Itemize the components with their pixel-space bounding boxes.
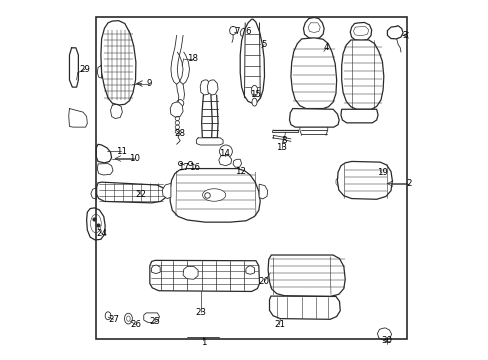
Text: 29: 29	[79, 65, 90, 74]
Polygon shape	[207, 80, 218, 95]
Polygon shape	[341, 40, 383, 109]
Polygon shape	[162, 184, 171, 199]
Ellipse shape	[202, 189, 225, 201]
Text: 19: 19	[376, 168, 386, 177]
Polygon shape	[183, 266, 198, 279]
Text: 14: 14	[219, 149, 230, 158]
Text: 20: 20	[258, 277, 269, 286]
Text: 23: 23	[195, 308, 206, 317]
Text: 26: 26	[130, 320, 141, 329]
Polygon shape	[97, 182, 165, 203]
Polygon shape	[303, 18, 324, 39]
Ellipse shape	[90, 214, 101, 233]
Polygon shape	[218, 156, 231, 166]
Ellipse shape	[124, 313, 132, 324]
Polygon shape	[377, 328, 391, 340]
Text: 17: 17	[178, 163, 189, 172]
Polygon shape	[289, 109, 339, 127]
Polygon shape	[349, 22, 371, 41]
Polygon shape	[170, 168, 260, 222]
Polygon shape	[97, 163, 113, 175]
Ellipse shape	[251, 85, 257, 96]
Polygon shape	[91, 187, 97, 199]
Polygon shape	[340, 109, 377, 123]
Text: 9: 9	[146, 79, 151, 88]
Polygon shape	[86, 208, 105, 240]
Text: 21: 21	[273, 320, 285, 329]
Text: 25: 25	[149, 316, 161, 325]
Ellipse shape	[105, 312, 111, 320]
Ellipse shape	[126, 316, 130, 321]
Text: 4: 4	[323, 43, 329, 52]
Text: 7: 7	[233, 27, 239, 36]
Polygon shape	[149, 260, 259, 292]
Polygon shape	[267, 255, 345, 296]
Text: 1: 1	[200, 338, 206, 347]
Polygon shape	[143, 313, 159, 323]
Polygon shape	[101, 21, 136, 105]
Polygon shape	[240, 19, 264, 103]
Text: 13: 13	[276, 143, 287, 152]
Text: 3: 3	[402, 31, 407, 40]
Polygon shape	[269, 296, 340, 319]
Text: 2: 2	[405, 179, 411, 188]
Polygon shape	[233, 159, 241, 167]
Text: 5: 5	[261, 40, 266, 49]
Polygon shape	[170, 102, 183, 117]
Polygon shape	[290, 38, 336, 109]
Polygon shape	[259, 184, 267, 199]
Polygon shape	[151, 265, 160, 274]
Polygon shape	[245, 266, 254, 274]
Text: 27: 27	[108, 315, 119, 324]
Text: 10: 10	[129, 154, 140, 163]
Polygon shape	[96, 144, 111, 163]
Text: 30: 30	[381, 336, 392, 345]
Polygon shape	[200, 80, 210, 95]
Text: 28: 28	[174, 129, 184, 138]
Text: 12: 12	[235, 167, 246, 176]
Bar	[96, 18, 406, 339]
Text: 8: 8	[281, 136, 286, 145]
Text: 15: 15	[249, 90, 260, 99]
Ellipse shape	[251, 98, 257, 106]
Text: 24: 24	[96, 229, 107, 238]
Polygon shape	[337, 161, 391, 199]
Text: 6: 6	[245, 27, 250, 36]
Text: 11: 11	[116, 147, 126, 156]
Text: 16: 16	[188, 163, 200, 172]
Text: 18: 18	[187, 54, 198, 63]
Text: 22: 22	[135, 190, 146, 199]
